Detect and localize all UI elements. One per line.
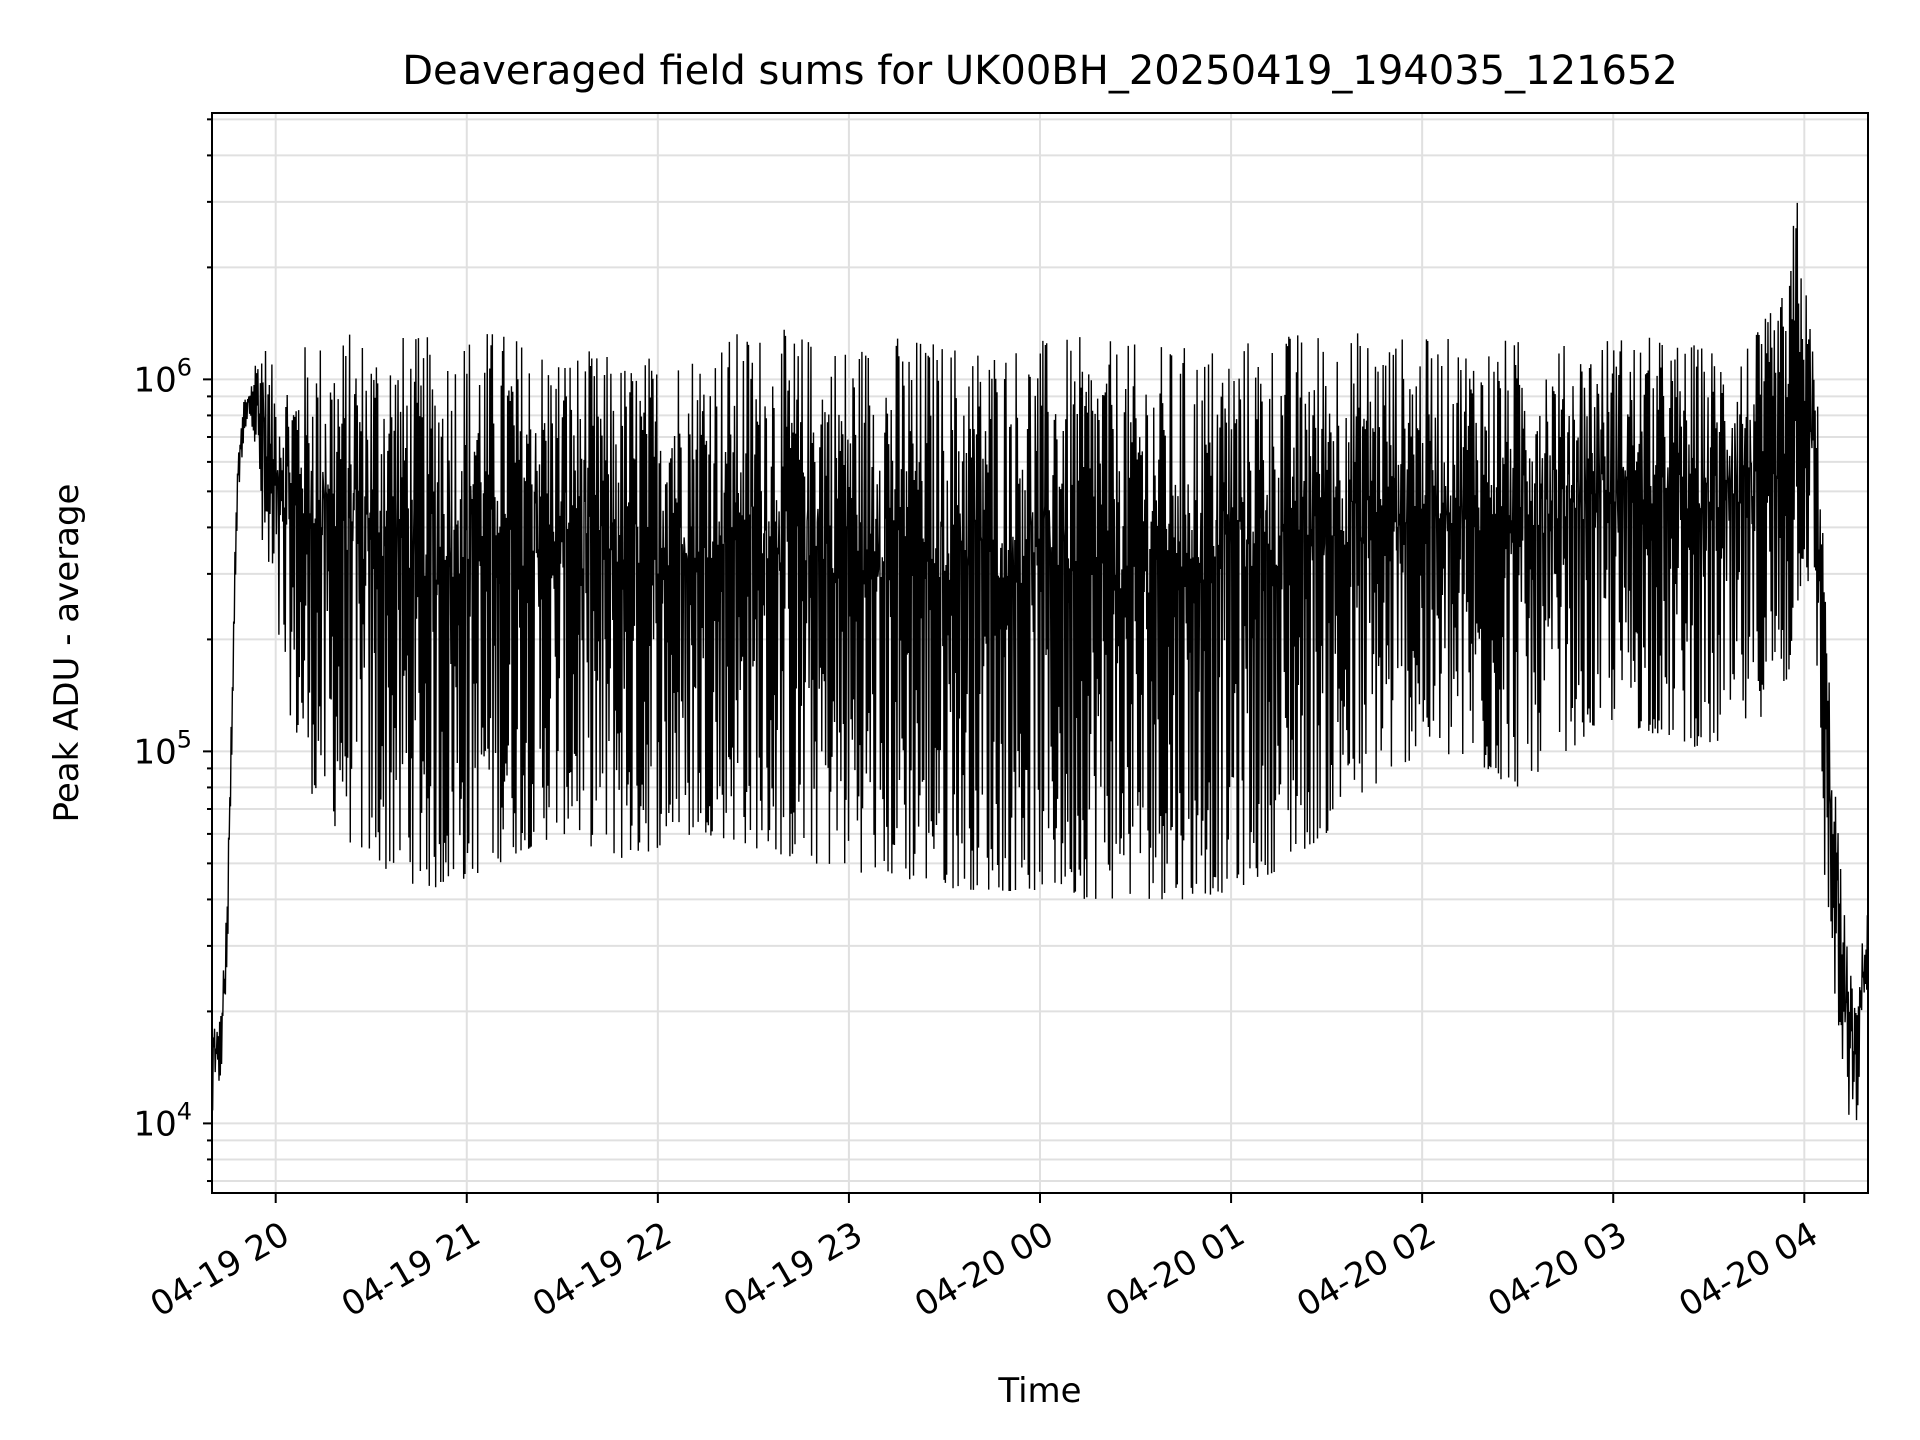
y-axis-label: Peak ADU - average [47,484,87,823]
x-axis-ticks: 04-19 20 04-19 21 04-19 22 04-19 23 04-20 00… [144,1193,1825,1325]
x-tick-label: 04-20 02 [1290,1214,1442,1325]
y-tick-base: 10 [133,732,176,772]
y-tick-exponent: 6 [177,353,192,381]
y-tick-exponent: 4 [177,1097,192,1125]
y-tick-label: 105 [133,725,192,772]
x-tick-label: 04-19 20 [144,1214,296,1325]
x-tick-label: 04-19 21 [335,1214,487,1325]
x-tick-label: 04-20 03 [1481,1214,1633,1325]
chart-title: Deaveraged field sums for UK00BH_2025041… [402,48,1678,94]
y-tick-label: 104 [133,1097,192,1144]
y-tick-label: 106 [133,353,192,400]
x-tick-label: 04-20 00 [908,1214,1060,1325]
x-axis-label: Time [997,1371,1081,1411]
series-lines [211,202,1869,1121]
y-tick-base: 10 [133,1104,176,1144]
data-series-line [211,202,1869,1121]
x-tick-label: 04-19 23 [717,1214,869,1325]
y-tick-exponent: 5 [177,725,192,753]
x-tick-label: 04-20 04 [1672,1214,1824,1325]
y-tick-base: 10 [133,360,176,400]
x-tick-label: 04-19 22 [526,1214,678,1325]
x-tick-label: 04-20 01 [1099,1214,1251,1325]
